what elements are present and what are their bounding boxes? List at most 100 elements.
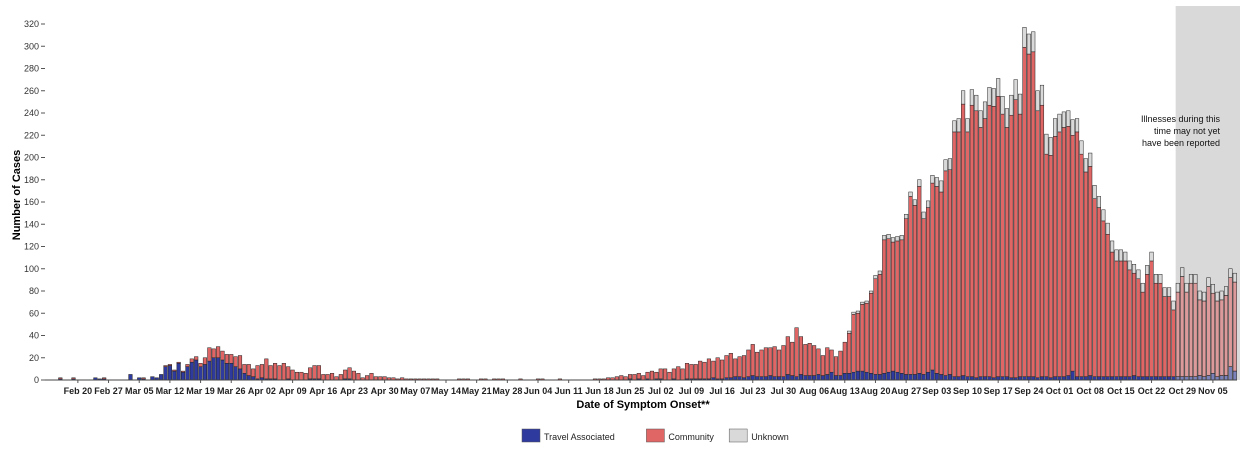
bar-travel-associated (1149, 376, 1154, 381)
bar-unknown (939, 180, 944, 193)
bar-travel-associated (869, 373, 874, 381)
bar-travel-associated (776, 376, 782, 381)
x-tick-label: Nov 05 (1198, 386, 1228, 396)
bar-community (763, 347, 768, 377)
bar-community (294, 371, 300, 381)
bar-unknown (965, 118, 970, 133)
bar-unknown (869, 290, 874, 294)
bar-unknown (1167, 287, 1172, 297)
bar-unknown (1197, 290, 1202, 301)
bar-unknown (1079, 140, 1084, 155)
bar-travel-associated (952, 376, 957, 381)
bar-community (965, 131, 970, 377)
bar-community (1153, 282, 1158, 377)
x-tick-label: Oct 22 (1138, 386, 1166, 396)
bar-community (273, 363, 278, 380)
bar-community (1123, 260, 1128, 377)
x-tick-label: Sep 10 (953, 386, 982, 396)
bar-community (750, 344, 755, 376)
bar-travel-associated (1158, 376, 1163, 381)
bar-travel-associated (790, 375, 795, 381)
y-tick-label: 260 (24, 86, 39, 96)
x-tick-label: Sep 03 (922, 386, 951, 396)
bar-community (1039, 104, 1045, 377)
bar-travel-associated (1232, 370, 1237, 381)
bar-community (382, 376, 387, 381)
bar-travel-associated (733, 376, 738, 381)
bar-community (706, 358, 711, 380)
x-tick-label: May 07 (400, 386, 430, 396)
y-tick-label: 140 (24, 219, 39, 229)
bar-unknown (1035, 90, 1040, 112)
bar-travel-associated (847, 373, 852, 381)
bar-community (619, 375, 624, 381)
bar-community (290, 369, 295, 381)
bar-travel-associated (1118, 376, 1123, 381)
bar-community (1070, 135, 1075, 372)
legend-swatch (728, 428, 748, 443)
legend-label: Unknown (751, 432, 789, 442)
bar-community (641, 375, 646, 381)
bar-unknown (996, 78, 1001, 97)
bar-travel-associated (207, 360, 212, 381)
bar-unknown (1048, 137, 1053, 156)
bar-travel-associated (224, 363, 229, 381)
bar-community (1074, 131, 1080, 377)
bar-travel-associated (1188, 376, 1194, 381)
bar-community (869, 292, 874, 374)
bar-community (803, 344, 808, 376)
bar-community (1031, 51, 1036, 377)
bar-travel-associated (180, 371, 186, 381)
bar-unknown (1013, 79, 1018, 100)
bar-unknown (1228, 268, 1233, 278)
bar-travel-associated (890, 370, 896, 381)
bar-community (176, 361, 181, 364)
bar-community (264, 358, 269, 380)
bar-travel-associated (1219, 375, 1224, 381)
bar-unknown (890, 237, 896, 243)
bar-travel-associated (1066, 375, 1071, 381)
bar-community (1013, 99, 1018, 379)
bar-unknown (1101, 209, 1106, 222)
bar-travel-associated (956, 376, 961, 381)
bar-unknown (921, 211, 926, 219)
bar-travel-associated (220, 359, 225, 381)
bar-community (1158, 282, 1163, 377)
bar-community (255, 365, 260, 380)
bar-travel-associated (925, 371, 931, 381)
annotation-line: Illnesses during this (1141, 114, 1221, 124)
bar-travel-associated (829, 371, 834, 381)
bar-travel-associated (237, 368, 243, 381)
bar-community (1219, 299, 1224, 376)
y-tick-label: 120 (24, 242, 39, 252)
bar-travel-associated (912, 374, 917, 381)
bar-unknown (1158, 274, 1163, 284)
bar-unknown (1127, 260, 1132, 271)
bar-unknown (1110, 240, 1115, 253)
x-tick-label: Sep 24 (1014, 386, 1043, 396)
y-tick-label: 60 (29, 308, 39, 318)
bar-community (737, 356, 742, 377)
bar-travel-associated (1184, 376, 1189, 381)
bar-travel-associated (759, 376, 764, 381)
bar-community (820, 355, 825, 376)
bar-community (1000, 113, 1005, 377)
y-tick-label: 160 (24, 197, 39, 207)
y-tick-label: 180 (24, 175, 39, 185)
bar-unknown (1162, 287, 1167, 297)
bar-travel-associated (803, 375, 808, 381)
y-tick-label: 300 (24, 41, 39, 51)
bar-travel-associated (996, 376, 1001, 381)
bar-community (636, 373, 641, 380)
bar-unknown (1096, 196, 1102, 208)
bar-unknown (1009, 94, 1014, 116)
bar-travel-associated (1206, 375, 1211, 381)
bar-community (1101, 220, 1106, 377)
bar-community (895, 240, 900, 373)
bar-community (321, 374, 326, 381)
bar-travel-associated (750, 375, 755, 381)
bar-unknown (917, 179, 922, 187)
bar-community (798, 336, 804, 375)
bar-community (724, 355, 729, 379)
bar-travel-associated (1000, 376, 1005, 381)
